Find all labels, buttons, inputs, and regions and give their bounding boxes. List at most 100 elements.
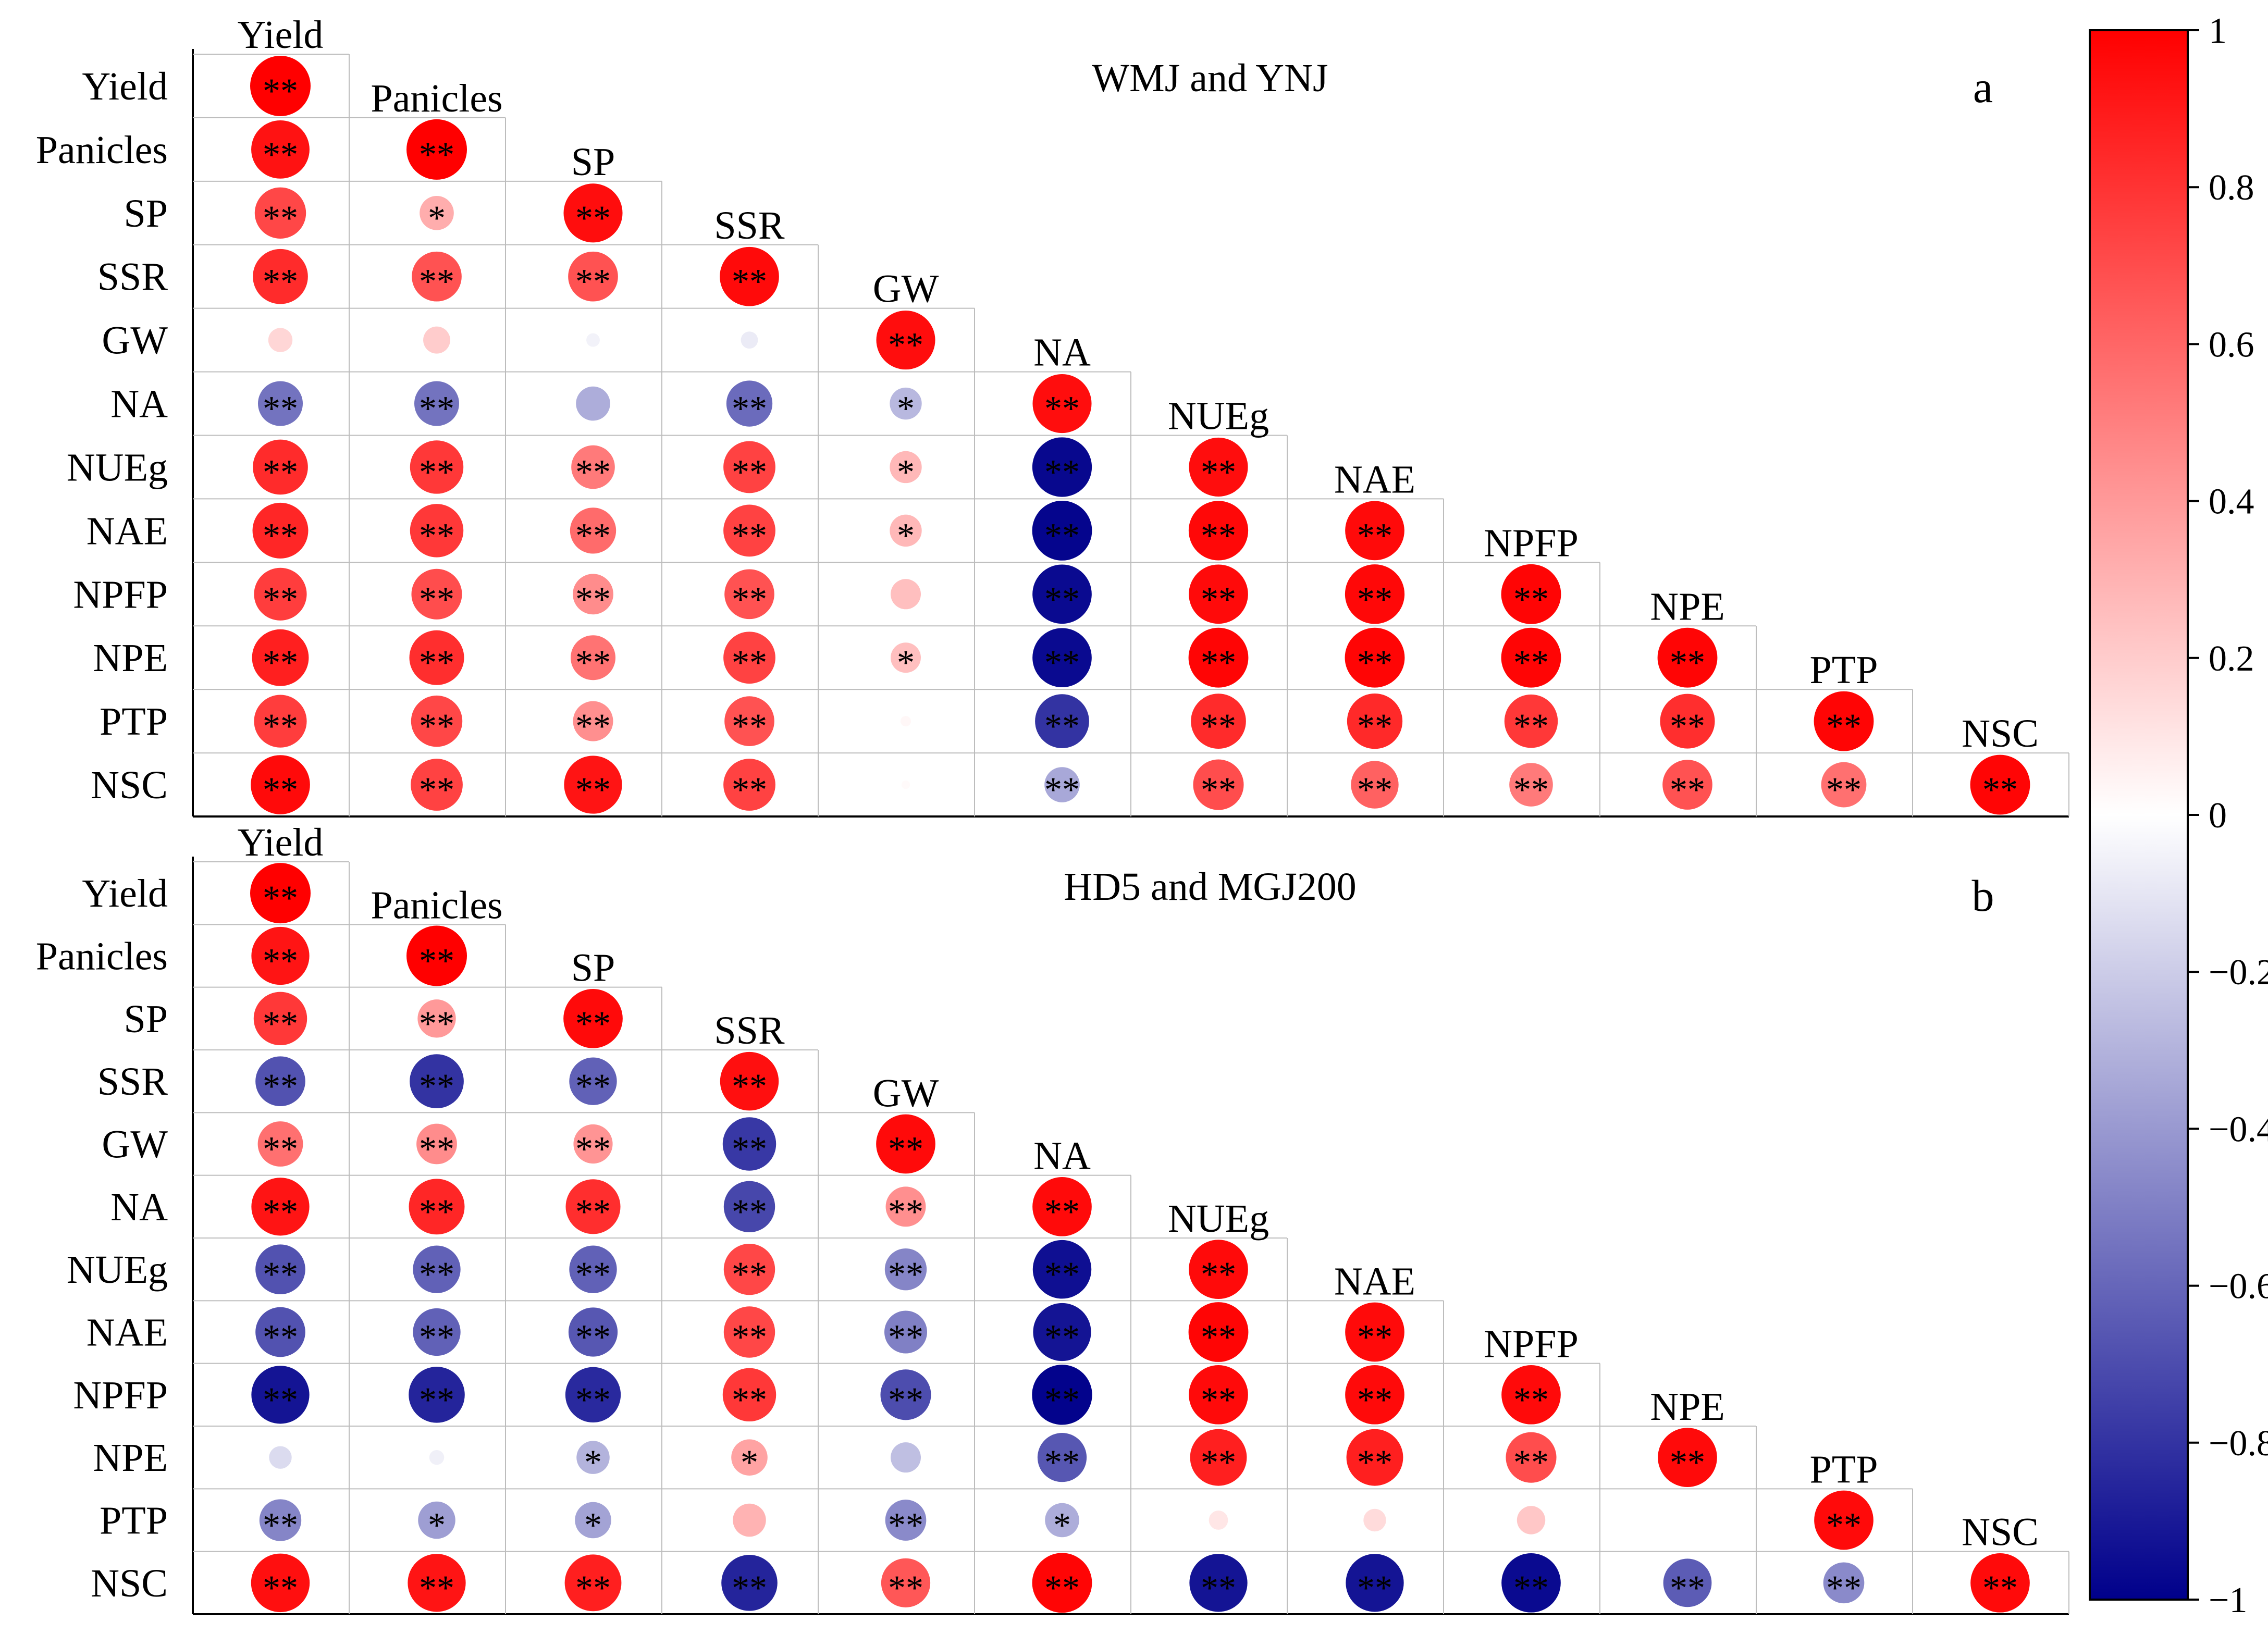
colorbar-tick-label: 1: [2209, 11, 2227, 51]
corr-circle: [1517, 1506, 1546, 1534]
corr-circle: [410, 1054, 464, 1109]
significance-mark: **: [732, 1568, 767, 1607]
corr-circle: [251, 1553, 310, 1613]
corr-circle: [723, 1306, 775, 1358]
significance-mark: **: [263, 1380, 298, 1419]
corr-circle: [1037, 1433, 1087, 1482]
significance-mark: **: [419, 642, 454, 682]
corr-circle: [416, 1123, 457, 1165]
corr-circle: [720, 1051, 779, 1111]
corr-circle: [731, 1439, 768, 1476]
corr-circle: [884, 1310, 928, 1354]
significance-mark: **: [1044, 1568, 1080, 1607]
col-label-sp: SP: [571, 946, 615, 990]
significance-mark: **: [1044, 1192, 1080, 1231]
corr-circle: [1032, 1177, 1092, 1236]
corr-circle: [569, 1245, 617, 1293]
colorbar-gradient: [2089, 29, 2189, 1601]
corr-circle: [254, 187, 306, 239]
corr-circle: [255, 1056, 305, 1106]
significance-mark: **: [419, 941, 454, 981]
corr-circle: [721, 1555, 778, 1611]
col-label-na: NA: [1033, 331, 1091, 375]
colorbar-tick-label: 0.6: [2209, 325, 2254, 365]
corr-circle: [570, 507, 617, 554]
corr-circle: [573, 701, 613, 741]
corr-circle: [722, 1368, 776, 1422]
corr-circle: [1189, 564, 1248, 624]
corr-circle: [1188, 627, 1249, 688]
corr-circle: [563, 989, 623, 1048]
significance-mark: **: [1201, 1568, 1236, 1607]
col-label-ptp: PTP: [1810, 648, 1878, 692]
corr-circle: [255, 1307, 305, 1357]
significance-mark: *: [428, 1505, 446, 1545]
corr-circle: [1351, 761, 1399, 809]
corr-circle: [411, 695, 463, 747]
col-label-nsc: NSC: [1962, 712, 2039, 756]
corr-circle: [1814, 691, 1874, 751]
corr-circle: [1685, 1518, 1690, 1522]
significance-mark: **: [1044, 452, 1080, 491]
corr-circle: [429, 1450, 445, 1465]
corr-circle: [723, 1243, 775, 1295]
col-label-sp: SP: [571, 140, 615, 184]
significance-mark: **: [575, 262, 611, 301]
significance-mark: **: [263, 941, 298, 981]
corr-circle: [1345, 564, 1405, 624]
significance-mark: **: [1201, 515, 1236, 555]
corr-circle: [253, 992, 307, 1046]
corr-circle: [723, 759, 775, 811]
significance-mark: **: [263, 642, 298, 682]
significance-mark: *: [584, 1442, 602, 1482]
col-label-yield: Yield: [238, 821, 324, 864]
significance-mark: **: [263, 515, 298, 555]
significance-mark: **: [1044, 706, 1080, 746]
corr-circle: [726, 380, 773, 427]
row-label-yield: Yield: [82, 872, 168, 915]
corr-circle: [250, 863, 311, 924]
corr-circle: [1190, 1429, 1247, 1486]
significance-mark: **: [419, 1192, 454, 1231]
col-label-gw: GW: [873, 1071, 939, 1115]
significance-mark: **: [1357, 706, 1392, 746]
colorbar: 1 0.8 0.6 0.4 0.2 0 −0.2 −0.4 −0.6 −0.8 −1: [2089, 11, 2268, 1620]
corr-circle: [1193, 759, 1244, 810]
significance-mark: *: [1053, 1505, 1071, 1545]
corr-circle: [1970, 1553, 2030, 1613]
corr-circle: [257, 1121, 303, 1167]
significance-mark: **: [263, 1254, 298, 1294]
row-label-nsc: NSC: [91, 1562, 168, 1605]
corr-circle: [1032, 500, 1092, 561]
corr-circle: [1345, 1302, 1404, 1362]
colorbar-tick-label: 0.4: [2209, 482, 2254, 522]
col-label-ssr: SSR: [714, 204, 785, 247]
corr-circle: [891, 642, 921, 673]
corr-circle: [259, 1499, 302, 1541]
colorbar-tick-label: −0.2: [2209, 952, 2268, 993]
significance-mark: **: [263, 770, 298, 809]
significance-mark: **: [263, 389, 298, 428]
significance-mark: **: [419, 1129, 454, 1169]
corr-circle: [1345, 1365, 1404, 1425]
corr-circle: [901, 780, 910, 789]
significance-mark: **: [1357, 642, 1392, 682]
row-label-yield: Yield: [82, 65, 168, 108]
row-label-npfp: NPFP: [73, 1373, 168, 1417]
significance-mark: **: [1826, 706, 1862, 746]
corr-circle: [1501, 1553, 1561, 1613]
corr-circle: [251, 1366, 310, 1424]
corr-circle: [1032, 1240, 1092, 1299]
corr-circle: [723, 632, 775, 684]
significance-mark: **: [1201, 1254, 1236, 1294]
corr-circle: [722, 1117, 776, 1171]
corr-circle: [1346, 1554, 1404, 1612]
significance-mark: **: [1357, 515, 1392, 555]
corr-circle: [723, 504, 775, 557]
corr-circle: [1823, 1562, 1865, 1604]
significance-mark: **: [732, 1254, 767, 1294]
corr-circle: [890, 514, 922, 547]
col-label-panicles: Panicles: [371, 883, 502, 927]
significance-mark: **: [1513, 642, 1549, 682]
